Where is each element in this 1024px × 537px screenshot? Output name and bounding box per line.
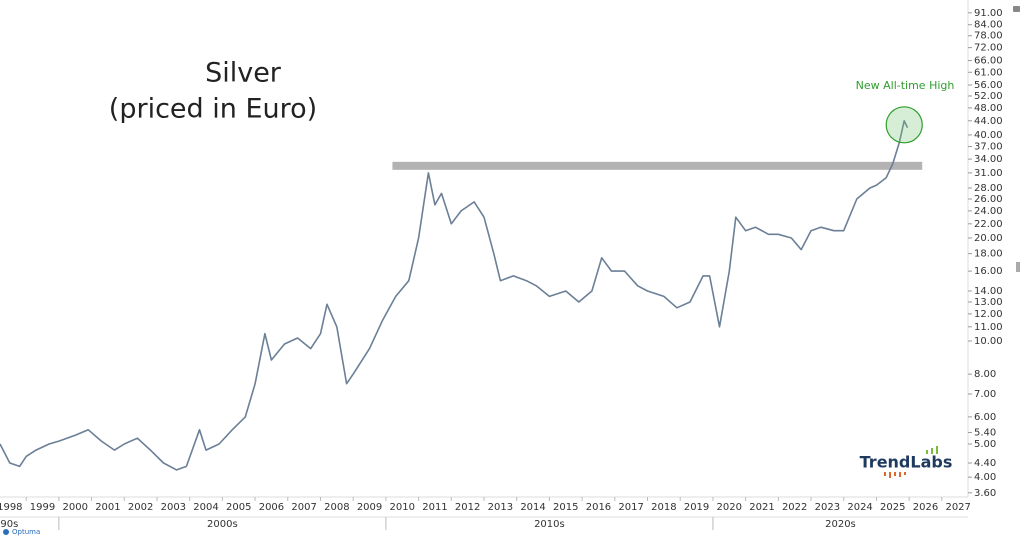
y-tick-label: 37.00 xyxy=(974,142,1003,153)
y-tick-label: 78.00 xyxy=(974,31,1003,42)
x-tick-label: 2015 xyxy=(553,502,578,513)
x-tick-label: 2004 xyxy=(193,502,218,513)
x-tick-label: 2020 xyxy=(717,502,742,513)
y-tick-label: 8.00 xyxy=(974,369,996,380)
x-tick-label: 2002 xyxy=(128,502,153,513)
x-tick-label: 2000 xyxy=(62,502,87,513)
x-tick-label: 2022 xyxy=(782,502,807,513)
y-tick-label: 52.00 xyxy=(974,91,1003,102)
logo-bars xyxy=(884,472,906,478)
y-tick-label: 66.00 xyxy=(974,56,1003,67)
x-tick-label: 2005 xyxy=(226,502,251,513)
y-tick-label: 18.00 xyxy=(974,249,1003,260)
x-tick-label: 2011 xyxy=(422,502,447,513)
y-tick-label: 44.00 xyxy=(974,116,1003,127)
x-tick-label: 1999 xyxy=(30,502,55,513)
y-tick-label: 14.00 xyxy=(974,286,1003,297)
y-tick-label: 7.00 xyxy=(974,389,996,400)
x-tick-label: 1998 xyxy=(0,502,23,513)
x-tick-label: 2024 xyxy=(847,502,872,513)
y-tick-label: 5.40 xyxy=(974,428,996,439)
x-tick-label: 2021 xyxy=(749,502,774,513)
y-tick-label: 4.00 xyxy=(974,472,996,483)
x-tick-label: 2016 xyxy=(586,502,611,513)
y-tick-label: 91.00 xyxy=(974,8,1003,19)
x-tick-label: 2009 xyxy=(357,502,382,513)
y-tick-label: 24.00 xyxy=(974,206,1003,217)
decade-label: 2010s xyxy=(534,519,565,530)
x-tick-label: 2007 xyxy=(291,502,316,513)
resistance-band xyxy=(392,161,923,170)
y-tick-label: 20.00 xyxy=(974,233,1003,244)
x-tick-label: 2014 xyxy=(520,502,545,513)
decade-label: 2000s xyxy=(207,519,238,530)
y-tick-label: 28.00 xyxy=(974,183,1003,194)
high-highlight xyxy=(885,106,923,144)
x-tick-label: 2001 xyxy=(95,502,120,513)
decade-label: 1990s xyxy=(0,519,18,530)
y-tick-label: 40.00 xyxy=(974,130,1003,141)
y-tick-label: 72.00 xyxy=(974,43,1003,54)
x-tick-label: 2006 xyxy=(259,502,284,513)
x-tick-label: 2008 xyxy=(324,502,349,513)
x-tick-label: 2018 xyxy=(651,502,676,513)
collapse-handle[interactable] xyxy=(1016,262,1020,272)
y-tick-label: 56.00 xyxy=(974,80,1003,91)
x-tick-label: 2013 xyxy=(488,502,513,513)
y-tick-label: 61.00 xyxy=(974,67,1003,78)
y-tick-label: 26.00 xyxy=(974,194,1003,205)
y-tick-label: 84.00 xyxy=(974,20,1003,31)
x-tick-label: 2019 xyxy=(684,502,709,513)
x-tick-label: 2003 xyxy=(161,502,186,513)
chart-title: Silver xyxy=(205,58,282,89)
y-tick-label: 10.00 xyxy=(974,336,1003,347)
y-tick-label: 31.00 xyxy=(974,168,1003,179)
x-tick-label: 2027 xyxy=(945,502,970,513)
x-tick-label: 2012 xyxy=(455,502,480,513)
x-tick-label: 2025 xyxy=(880,502,905,513)
x-tick-label: 2010 xyxy=(390,502,415,513)
chart-subtitle: (priced in Euro) xyxy=(109,94,317,125)
y-tick-label: 5.00 xyxy=(974,439,996,450)
y-tick-label: 34.00 xyxy=(974,154,1003,165)
y-tick-label: 4.40 xyxy=(974,458,996,469)
y-tick-label: 48.00 xyxy=(974,103,1003,114)
logo: TrendLabs xyxy=(860,453,953,472)
x-tick-label: 2026 xyxy=(913,502,938,513)
lock-icon[interactable] xyxy=(1013,6,1020,12)
y-tick-label: 3.60 xyxy=(974,488,996,499)
y-tick-label: 16.00 xyxy=(974,266,1003,277)
x-tick-label: 2017 xyxy=(618,502,643,513)
y-tick-label: 6.00 xyxy=(974,412,996,423)
y-tick-label: 22.00 xyxy=(974,219,1003,230)
logo-bars xyxy=(926,446,938,454)
y-tick-label: 13.00 xyxy=(974,297,1003,308)
decade-label: 2020s xyxy=(825,519,856,530)
price-line xyxy=(0,120,909,471)
vendor-icon xyxy=(3,529,9,535)
y-tick-label: 11.00 xyxy=(974,322,1003,333)
annotation: New All-time High xyxy=(856,79,955,92)
y-tick-label: 12.00 xyxy=(974,309,1003,320)
vendor-label: Optuma xyxy=(12,528,40,536)
x-tick-label: 2023 xyxy=(815,502,840,513)
